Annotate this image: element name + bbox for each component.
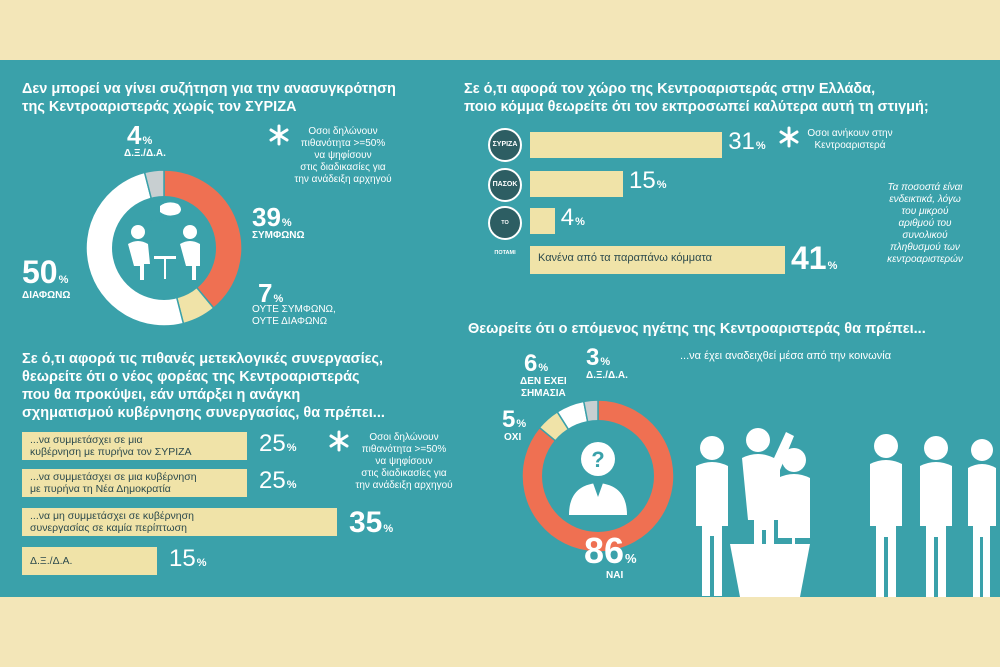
disclaimer-line: ενδεικτικά, λόγω xyxy=(889,194,961,205)
chart3-note: Οσοι δηλώνουν πιθανότητα >=50% να ψηφίσο… xyxy=(348,432,460,492)
chart3-note-line: στις διαδικασίες για xyxy=(361,468,447,479)
disclaimer-line: συνολικού xyxy=(902,230,948,241)
chart1-note: Οσοι δηλώνουν πιθανότητα >=50% να ψηφίσο… xyxy=(288,126,398,186)
chart3-bar-label: ...να συμμετάσχει σε μια κυβέρνηση με πυρ… xyxy=(30,471,197,495)
chart2-bar xyxy=(530,171,623,197)
pasok-logo: ΠΑΣΟΚ xyxy=(488,168,522,202)
chart2-bar xyxy=(530,132,723,158)
chart2-title: Σε ό,τι αφορά τον χώρο της Κεντροαριστερ… xyxy=(464,80,984,116)
chart1-dk-value: 4% xyxy=(127,120,153,150)
chart3-bar xyxy=(22,508,337,536)
chart4-no-value: 5% xyxy=(502,406,527,433)
chart3-bar-label-line: Δ.Ξ./Δ.Α. xyxy=(30,555,73,567)
chart1-note-line: στις διαδικασίες για xyxy=(300,162,386,173)
chart2-bar xyxy=(530,246,785,274)
asterisk-icon xyxy=(779,126,799,148)
chart2-title-line2: ποιο κόμμα θεωρείτε ότι τον εκπροσωπεί κ… xyxy=(464,99,929,115)
chart1-neither-value: 7% xyxy=(258,278,284,308)
chart4-nm-label-1: ΔΕΝ ΕΧΕΙ xyxy=(520,376,567,387)
chart1-agree-label: ΣΥΜΦΩΝΩ xyxy=(252,230,305,241)
disclaimer-line: κεντροαριστερών xyxy=(887,254,963,265)
chart3-bar-label-line: ...να μη συμμετάσχει σε κυβέρνηση xyxy=(30,510,194,522)
chart3-bar-label-line: κυβέρνηση με πυρήνα τον ΣΥΡΙΖΑ xyxy=(30,446,192,458)
chart1-note-line: πιθανότητα >=50% xyxy=(300,138,386,149)
chart3-bar-label-line: με πυρήνα τη Νέα Δημοκρατία xyxy=(30,483,171,495)
disclaimer-line: Τα ποσοστά είναι xyxy=(887,182,963,193)
chart2-note-line: Κεντροαριστερά xyxy=(814,140,886,151)
crowd-podium-illustration xyxy=(696,428,996,597)
chart1-title: Δεν μπορεί να γίνει συζήτηση για την ανα… xyxy=(22,80,442,116)
potami-logo: ΤΟ ΠΟΤΑΜΙ xyxy=(488,206,522,256)
chart2-none-label: Κανένα από τα παραπάνω κόμματα xyxy=(538,252,713,264)
chart3-bar-label: ...να μη συμμετάσχει σε κυβέρνηση συνεργα… xyxy=(30,510,194,534)
chart4-dk-value: 3% xyxy=(586,344,611,371)
chart3-bar-label-line: ...να συμμετάσχει σε μια xyxy=(30,434,143,446)
chart1-neither-label: ΟΥΤΕ ΣΥΜΦΩΝΩ, ΟΥΤΕ ΔΙΑΦΩΝΩ xyxy=(252,304,336,328)
chart2-value-label: 4% xyxy=(560,204,585,231)
chart4-yes-label: ΝΑΙ xyxy=(606,570,624,581)
chart3-value-label: 35% xyxy=(349,506,394,539)
meeting-icon xyxy=(128,202,200,280)
chart3-value-label: 25% xyxy=(259,430,297,457)
chart3-note-line: πιθανότητα >=50% xyxy=(361,444,447,455)
chart3-bar-label: Δ.Ξ./Δ.Α. xyxy=(30,555,72,567)
chart1-disagree-value: 50% xyxy=(22,254,69,290)
chart2-note-line: Οσοι ανήκουν στην xyxy=(807,128,893,139)
chart2-value-label: 41% xyxy=(791,240,838,276)
chart2-note: Οσοι ανήκουν στην Κεντροαριστερά xyxy=(800,128,900,152)
question-person-icon: ? xyxy=(569,442,627,515)
chart1-note-line: να ψηφίσουν xyxy=(314,150,372,161)
chart1-title-line2: της Κεντροαριστεράς χωρίς τον ΣΥΡΙΖΑ xyxy=(22,99,297,115)
chart4-nm-label-2: ΣΗΜΑΣΙΑ xyxy=(520,388,566,399)
chart4-nm-label: ΔΕΝ ΕΧΕΙ ΣΗΜΑΣΙΑ xyxy=(520,376,567,400)
chart2-value-label: 31% xyxy=(728,128,766,155)
chart2-disclaimer: Τα ποσοστά είναι ενδεικτικά, λόγω του μι… xyxy=(870,182,980,266)
disclaimer-line: αριθμού του xyxy=(898,218,952,229)
chart4-nm-value: 6% xyxy=(524,350,549,377)
chart1-note-line: Οσοι δηλώνουν xyxy=(308,126,378,137)
chart3-bar xyxy=(22,469,247,497)
chart3-bar-label-line: ...να συμμετάσχει σε μια κυβέρνηση xyxy=(30,471,197,483)
chart3-note-line: την ανάδειξη αρχηγού xyxy=(355,480,453,491)
chart4-dk-label: Δ.Ξ./Δ.Α. xyxy=(586,370,628,381)
chart2-bar xyxy=(530,208,555,234)
chart3-bar-label-line: συνεργασίας σε καμία περίπτωση xyxy=(30,522,187,534)
syriza-logo: ΣΥΡΙΖΑ xyxy=(488,128,522,162)
disclaimer-line: του μικρού xyxy=(901,206,949,217)
chart3-title: Σε ό,τι αφορά τις πιθανές μετεκλογικές σ… xyxy=(22,350,452,422)
chart2-value-label: 15% xyxy=(629,167,667,194)
disclaimer-line: πληθυσμού των xyxy=(890,242,960,253)
chart3-value-label: 15% xyxy=(169,545,207,572)
infographic-panel: Δεν μπορεί να γίνει συζήτηση για την ανα… xyxy=(0,60,1000,597)
chart3-title-line: σχηματισμού κυβέρνησης συνεργασίας, θα π… xyxy=(22,405,385,421)
chart3-bar xyxy=(22,547,157,575)
asterisk-icon xyxy=(269,124,289,146)
svg-text:?: ? xyxy=(591,447,604,472)
chart3-value-label: 25% xyxy=(259,467,297,494)
chart3-title-line: θεωρείτε ότι ο νέος φορέας της Κεντροαρι… xyxy=(22,369,360,385)
chart3-title-line: που θα προκύψει, εάν υπάρξει η ανάγκη xyxy=(22,387,301,403)
chart3-bar xyxy=(22,432,247,460)
chart1-neither-label-1: ΟΥΤΕ ΣΥΜΦΩΝΩ, xyxy=(252,304,336,315)
chart3-bar-label: ...να συμμετάσχει σε μια κυβέρνηση με πυρ… xyxy=(30,434,192,458)
chart4-yes-value: 86% xyxy=(584,530,637,571)
chart3-note-line: να ψηφίσουν xyxy=(375,456,433,467)
chart3-title-line: Σε ό,τι αφορά τις πιθανές μετεκλογικές σ… xyxy=(22,351,384,367)
chart1-dk-label: Δ.Ξ./Δ.Α. xyxy=(124,148,166,159)
chart1-donut-hole xyxy=(112,196,216,300)
chart1-agree-value: 39% xyxy=(252,202,292,232)
chart4-subtitle: ...να έχει αναδειχθεί μέσα από την κοινω… xyxy=(680,350,892,362)
chart1-disagree-label: ΔΙΑΦΩΝΩ xyxy=(22,290,71,301)
chart4-no-label: ΟΧΙ xyxy=(504,432,522,443)
chart1-center-logo: ΣΥΡΙΖΑ xyxy=(150,217,175,224)
chart1-note-line: την ανάδειξη αρχηγού xyxy=(294,174,392,185)
chart2-title-line1: Σε ό,τι αφορά τον χώρο της Κεντροαριστερ… xyxy=(464,81,876,97)
chart4-title: Θεωρείτε ότι ο επόμενος ηγέτης της Κεντρ… xyxy=(468,321,926,337)
chart1-neither-label-2: ΟΥΤΕ ΔΙΑΦΩΝΩ xyxy=(252,316,328,327)
asterisk-icon xyxy=(329,430,349,452)
chart1-title-line1: Δεν μπορεί να γίνει συζήτηση για την ανα… xyxy=(22,81,396,97)
chart3-note-line: Οσοι δηλώνουν xyxy=(369,432,439,443)
